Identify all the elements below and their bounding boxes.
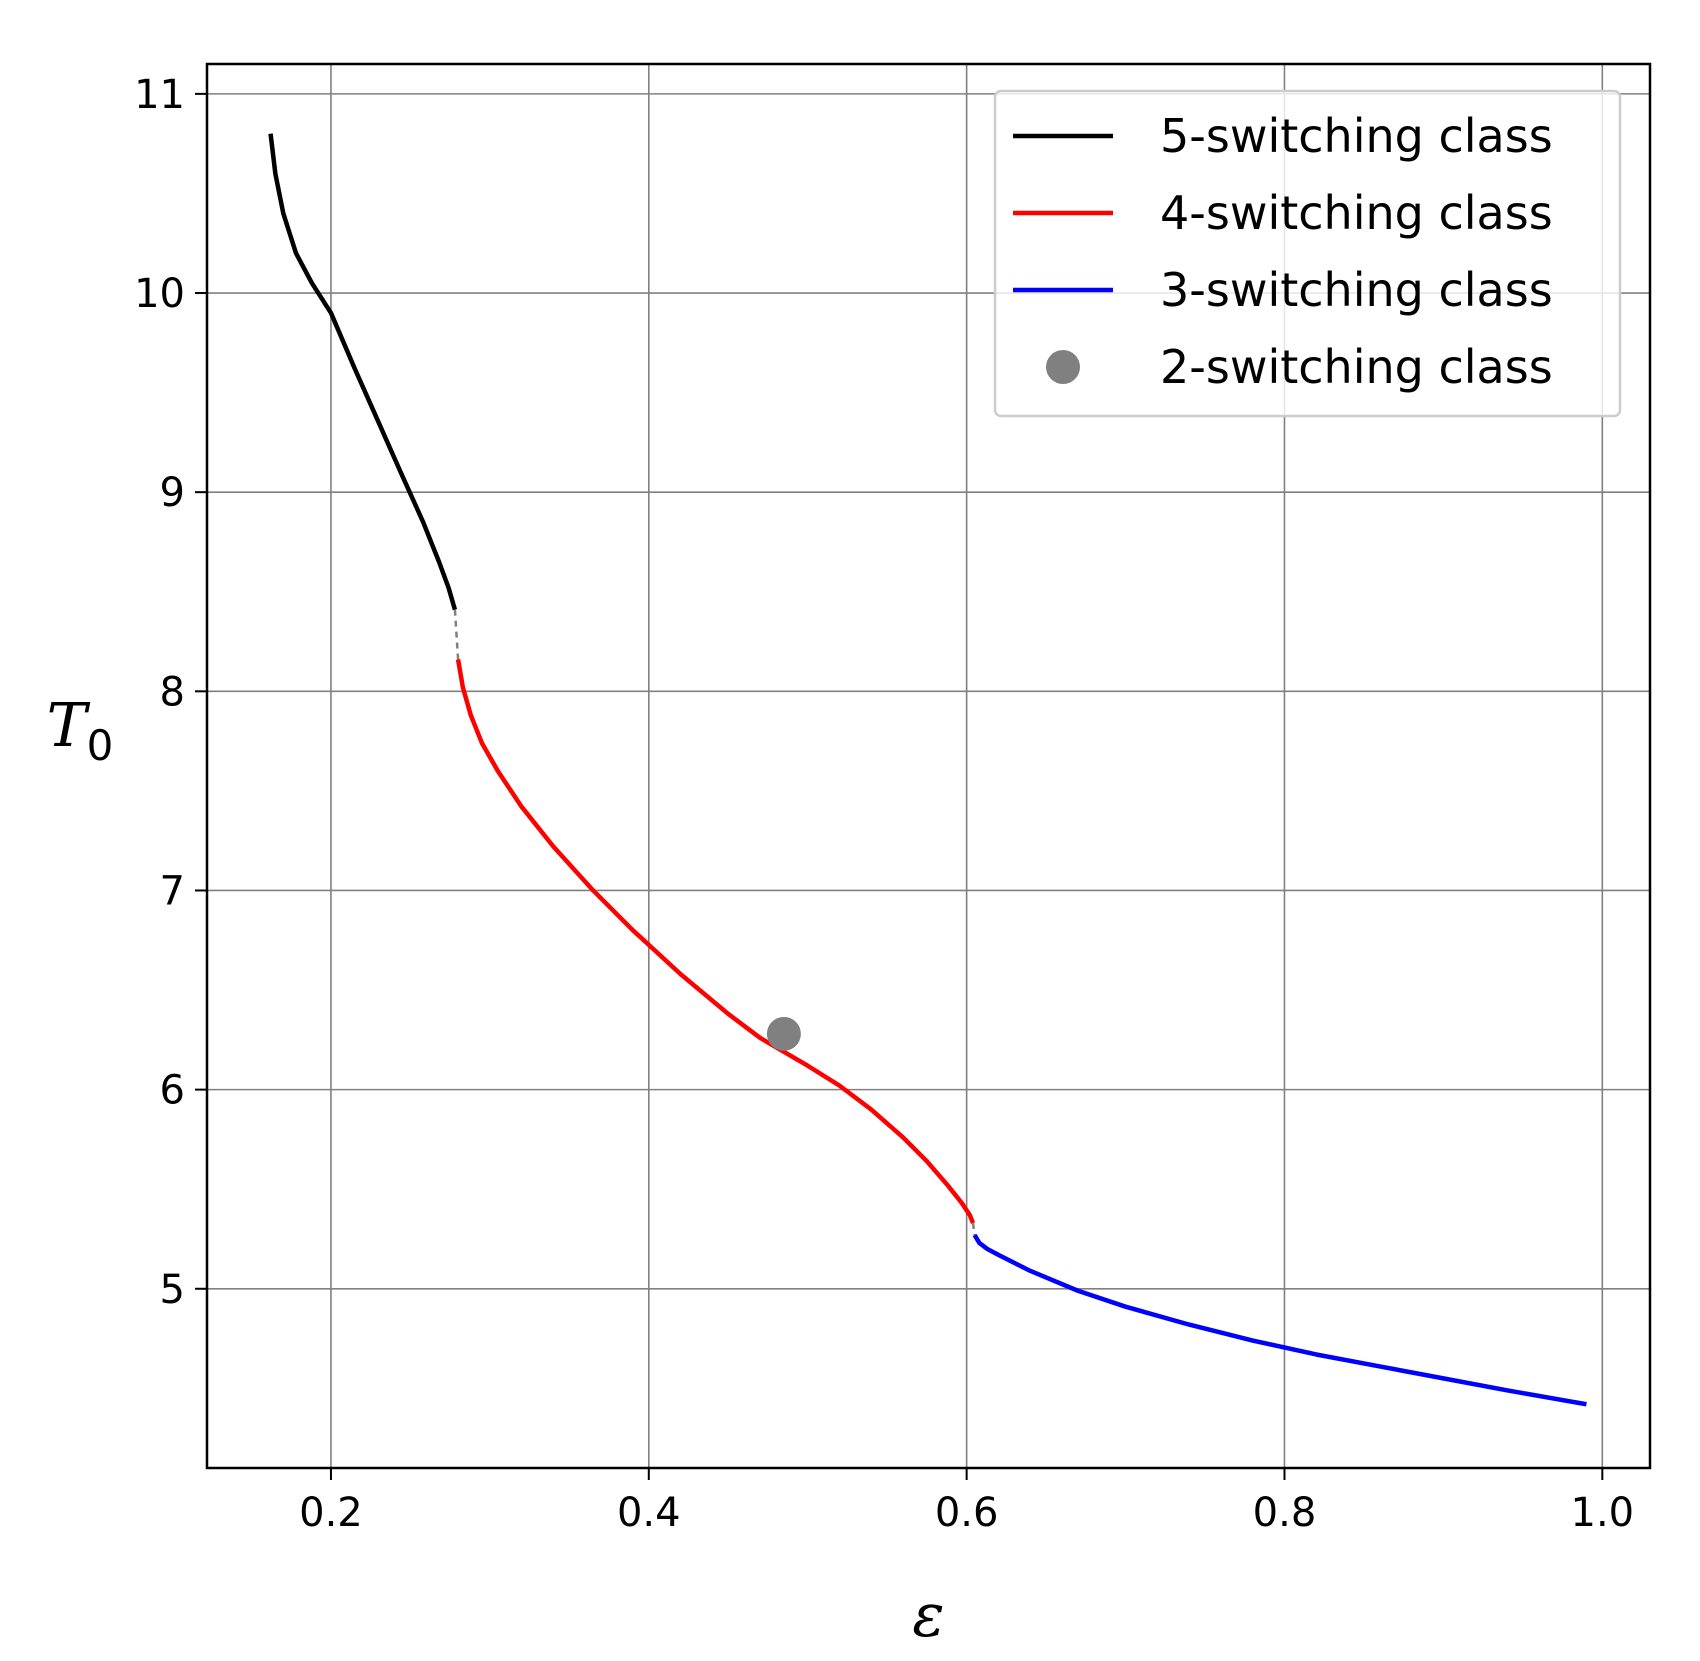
y-tick-label: 6 bbox=[160, 1068, 185, 1114]
x-tick-label: 1.0 bbox=[1571, 1490, 1635, 1536]
y-tick-label: 9 bbox=[160, 470, 185, 516]
legend-label-5-switching: 5-switching class bbox=[1160, 109, 1553, 163]
axis-ticks bbox=[195, 92, 1604, 1480]
y-tick-label: 8 bbox=[160, 669, 185, 715]
legend-label-4-switching: 4-switching class bbox=[1160, 186, 1553, 240]
legend: 5-switching class 4-switching class 3-swit… bbox=[993, 89, 1622, 418]
series-connector bbox=[971, 1222, 976, 1236]
y-tick-label: 11 bbox=[134, 72, 185, 118]
y-axis-label-subscript: 0 bbox=[87, 721, 114, 770]
series-connectors bbox=[453, 609, 976, 1236]
legend-swatch-2-switching bbox=[1046, 350, 1080, 384]
y-axis-label: T0 bbox=[47, 691, 114, 770]
series-line-3-switching bbox=[972, 1233, 1587, 1407]
x-tick-label: 0.6 bbox=[935, 1490, 999, 1536]
x-tick-label: 0.4 bbox=[617, 1490, 681, 1536]
legend-label-2-switching: 2-switching class bbox=[1160, 340, 1553, 394]
y-axis-label-main: T bbox=[47, 691, 91, 761]
series-line-4-switching bbox=[455, 659, 976, 1224]
legend-box bbox=[993, 89, 1622, 418]
series-connector bbox=[453, 609, 460, 660]
x-axis-label: ε bbox=[912, 1581, 944, 1651]
y-tick-label: 7 bbox=[160, 868, 185, 914]
plot-series bbox=[268, 133, 1587, 1407]
series-point-2-switching bbox=[766, 1016, 801, 1051]
legend-label-3-switching: 3-switching class bbox=[1160, 263, 1553, 317]
series-line-5-switching bbox=[268, 133, 458, 611]
x-tick-label: 0.2 bbox=[299, 1490, 363, 1536]
tick-labels: 0.2 0.4 0.6 0.8 1.0 5 6 7 8 9 10 11 bbox=[134, 72, 1634, 1536]
plot-frame bbox=[205, 62, 1652, 1470]
x-tick-label: 0.8 bbox=[1253, 1490, 1317, 1536]
y-tick-label: 5 bbox=[160, 1267, 185, 1313]
y-tick-label: 10 bbox=[134, 271, 185, 317]
